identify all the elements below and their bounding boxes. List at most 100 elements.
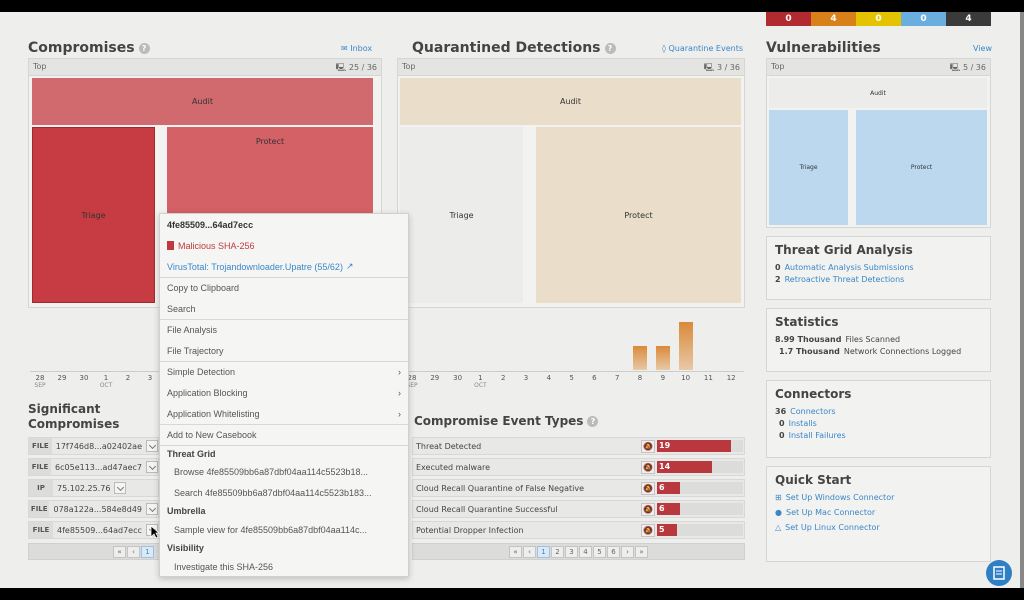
severity-badge[interactable]: 0 (856, 12, 901, 26)
mute-bell-icon[interactable]: 🔕 (641, 524, 655, 537)
treemap-audit[interactable]: Audit (400, 78, 741, 125)
indicator-value[interactable]: 4fe85509...64ad7ecc (57, 525, 142, 535)
file-analysis[interactable]: File Analysis (160, 319, 408, 340)
chevron-right-icon: › (398, 367, 401, 377)
windows-connector-link[interactable]: ⊞ Set Up Windows Connector (775, 493, 895, 502)
bar[interactable] (678, 322, 693, 370)
event-type-row[interactable]: Threat Detected 🔕 19 (412, 437, 745, 455)
chevron-down-icon[interactable] (114, 482, 127, 494)
mute-bell-icon[interactable]: 🔕 (641, 503, 655, 516)
severity-badge[interactable]: 4 (946, 12, 991, 26)
linux-connector-link[interactable]: △ Set Up Linux Connector (775, 523, 880, 532)
treemap-protect[interactable]: Protect (856, 110, 987, 225)
installs-link[interactable]: Installs (788, 419, 817, 428)
notes-button[interactable] (986, 560, 1012, 586)
threat-grid-browse[interactable]: Browse 4fe85509bb6a87dbf04aa114c5523b18.… (174, 466, 369, 477)
bar[interactable] (655, 346, 670, 370)
file-trajectory[interactable]: File Trajectory (167, 345, 224, 356)
mute-bell-icon[interactable]: 🔕 (641, 440, 655, 453)
application-whitelisting[interactable]: Application Whitelisting › (167, 408, 401, 419)
page-button[interactable]: ‹ (127, 545, 140, 558)
page-button[interactable]: 5 (593, 545, 606, 558)
type-tag: FILE (29, 459, 52, 475)
help-icon[interactable]: ? (604, 42, 616, 54)
copy-to-clipboard[interactable]: Copy to Clipboard (160, 277, 408, 298)
page-button[interactable]: 4 (579, 545, 592, 558)
tick-label: 1 OCT (474, 374, 487, 389)
mute-bell-icon[interactable]: 🔕 (641, 482, 655, 495)
mac-connector-link[interactable]: ● Set Up Mac Connector (775, 508, 876, 517)
page-button[interactable]: 2 (551, 545, 564, 558)
help-icon[interactable]: ? (587, 416, 599, 427)
page-button[interactable]: ‹ (523, 545, 536, 558)
page-button[interactable]: » (635, 545, 648, 558)
chevron-down-icon[interactable] (146, 461, 158, 473)
count-bar-fill: 6 (657, 503, 681, 515)
indicator-value[interactable]: 17f746d8...a02402ae (55, 441, 142, 451)
view-link[interactable]: View (973, 44, 992, 53)
event-type-row[interactable]: Cloud Recall Quarantine Successful 🔕 6 (412, 500, 745, 518)
page-button[interactable]: 6 (607, 545, 620, 558)
file-icon (167, 241, 174, 250)
connectors-link[interactable]: Connectors (790, 407, 836, 416)
page-button[interactable]: 1 (537, 545, 550, 558)
virustotal-link[interactable]: VirusTotal: Trojandownloader.Upatre (55/… (167, 261, 354, 272)
mouse-cursor-icon (150, 525, 160, 539)
severity-badge[interactable]: 0 (766, 12, 811, 26)
treemap-triage[interactable]: Triage (32, 127, 155, 303)
chevron-down-icon[interactable] (146, 503, 158, 515)
severity-badge[interactable]: 0 (901, 12, 946, 26)
type-tag: FILE (29, 522, 53, 538)
quarantine-treemap: Top 🖳 3 / 36 Audit Triage Protect (397, 58, 745, 308)
compromises-title: Compromises? (28, 40, 150, 56)
scrollbar[interactable] (1020, 12, 1024, 588)
indicator-value[interactable]: 078a122a...584e8d49 (53, 504, 142, 514)
investigate-sha[interactable]: Investigate this SHA-256 (174, 561, 274, 572)
simple-detection[interactable]: Simple Detection › (160, 361, 408, 382)
indicator-value[interactable]: 6c05e113...ad47aec7 (55, 462, 142, 472)
stat-line: 2 Retroactive Threat Detections (775, 275, 905, 284)
chevron-down-icon[interactable] (146, 440, 158, 452)
severity-badge[interactable]: 4 (811, 12, 856, 26)
application-blocking[interactable]: Application Blocking › (167, 387, 401, 398)
automatic-analysis-link[interactable]: Automatic Analysis Submissions (784, 263, 914, 272)
treemap-protect[interactable]: Protect (536, 127, 741, 303)
install-failures-link[interactable]: Install Failures (788, 431, 846, 440)
search-item[interactable]: Search (167, 303, 196, 314)
treemap-audit[interactable]: Audit (769, 78, 987, 108)
umbrella-header: Umbrella (167, 506, 206, 516)
event-type-row[interactable]: Executed malware 🔕 14 (412, 458, 745, 476)
inbox-link[interactable]: ✉ Inbox (341, 44, 373, 53)
indicator-value[interactable]: 75.102.25.76 (57, 483, 111, 493)
quarantine-events-link[interactable]: ◊ Quarantine Events (662, 44, 744, 53)
bar[interactable] (633, 346, 647, 370)
event-type-row[interactable]: Potential Dropper Infection 🔕 5 (412, 521, 745, 539)
top-label: Top (33, 62, 47, 71)
external-link-icon: ↗ (345, 261, 354, 271)
tick-label: 3 (523, 374, 529, 382)
page-button[interactable]: « (113, 545, 126, 558)
card-title: Statistics (775, 315, 839, 329)
page-button[interactable]: « (509, 545, 522, 558)
visibility-header: Visibility (167, 543, 204, 553)
umbrella-sample-view[interactable]: Sample view for 4fe85509bb6a87dbf04aa114… (174, 524, 367, 535)
mute-bell-icon[interactable]: 🔕 (641, 461, 655, 474)
stat-line: 0 Install Failures (779, 431, 846, 440)
help-icon[interactable]: ? (138, 42, 150, 54)
page-button[interactable]: › (621, 545, 634, 558)
treemap-triage[interactable]: Triage (400, 127, 523, 303)
tick-label: 6 (592, 374, 597, 382)
threat-grid-header: Threat Grid (160, 445, 408, 461)
treemap-triage[interactable]: Triage (769, 110, 848, 225)
tick-label: 7 (614, 374, 620, 382)
event-type-row[interactable]: Cloud Recall Quarantine of False Negativ… (412, 479, 745, 497)
retroactive-detections-link[interactable]: Retroactive Threat Detections (784, 275, 905, 284)
threat-grid-search[interactable]: Search 4fe85509bb6a87dbf04aa114c5523b183… (174, 487, 372, 498)
page-button[interactable]: 3 (565, 545, 578, 558)
page-button[interactable]: 1 (141, 545, 154, 558)
treemap-audit[interactable]: Audit (32, 78, 373, 125)
quarantine-icon: ◊ (662, 44, 669, 53)
count-bar: 6 (657, 482, 743, 494)
add-to-casebook[interactable]: Add to New Casebook (160, 424, 408, 445)
type-tag: FILE (29, 501, 50, 517)
